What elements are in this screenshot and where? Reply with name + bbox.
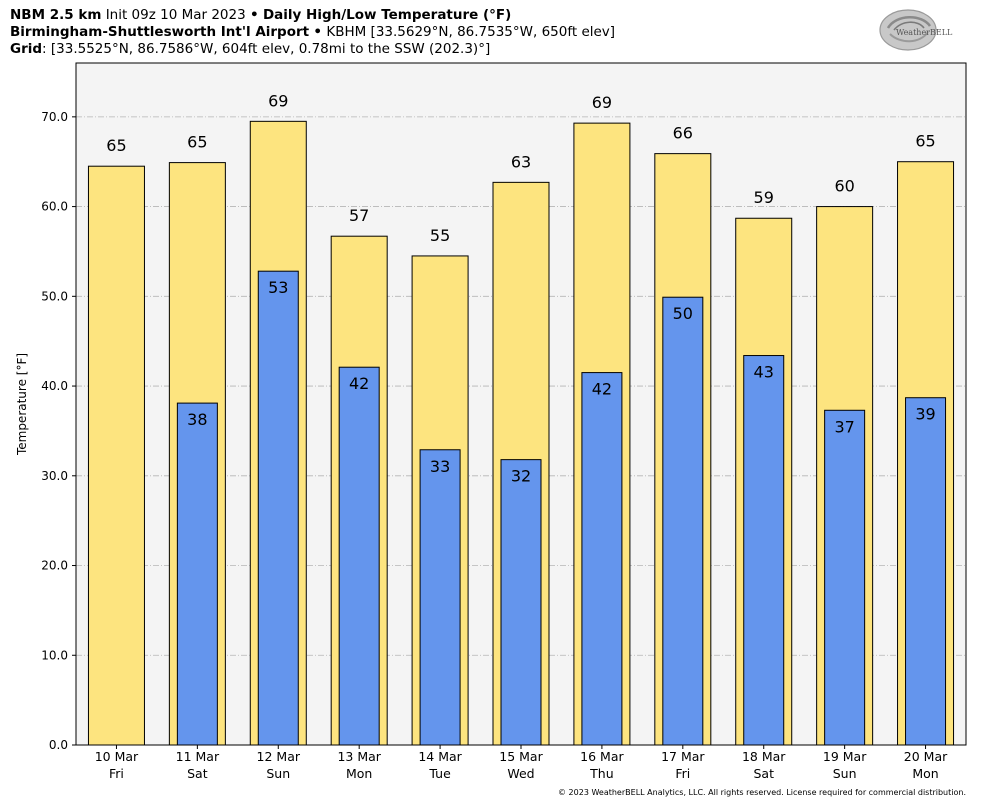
low-temp-bar	[743, 355, 785, 746]
x-tick-day: Sun	[266, 766, 290, 781]
weatherbell-logo-icon: WeatherBELL	[879, 9, 953, 51]
x-tick-date: 10 Mar	[95, 749, 139, 764]
init-time: Init 09z 10 Mar 2023	[105, 7, 246, 23]
y-tick-label: 20.0	[41, 559, 68, 573]
model-name: NBM 2.5 km	[10, 7, 102, 23]
x-tick-date: 17 Mar	[661, 749, 705, 764]
x-tick-date: 12 Mar	[257, 749, 301, 764]
low-temp-bar	[500, 459, 542, 746]
high-temp-label: 65	[915, 132, 935, 151]
x-tick-date: 20 Mar	[904, 749, 948, 764]
bars	[87, 120, 955, 746]
y-tick-label: 40.0	[41, 379, 68, 393]
title-line-2: Birmingham-Shuttlesworth Int'l Airport •…	[10, 24, 615, 41]
high-temp-label: 65	[106, 136, 126, 155]
title-line-3: Grid: [33.5525°N, 86.7586°W, 604ft elev,…	[10, 41, 490, 58]
low-temp-label: 33	[430, 457, 450, 476]
high-temp-label: 60	[834, 177, 854, 196]
copyright-footer: © 2023 WeatherBELL Analytics, LLC. All r…	[558, 788, 966, 797]
y-tick-label: 60.0	[41, 200, 68, 214]
x-tick-date: 13 Mar	[337, 749, 381, 764]
high-temp-bar	[87, 165, 145, 746]
x-tick-day: Wed	[507, 766, 534, 781]
x-tick-date: 14 Mar	[418, 749, 462, 764]
x-tick-date: 11 Mar	[176, 749, 220, 764]
logo-text: WeatherBELL	[896, 28, 953, 37]
low-temp-bar	[419, 449, 461, 746]
low-temp-label: 50	[673, 304, 693, 323]
high-temp-label: 69	[592, 93, 612, 112]
x-tick-day: Mon	[346, 766, 372, 781]
low-temp-label: 43	[754, 363, 774, 382]
high-temp-label: 59	[754, 188, 774, 207]
y-axis: 0.0 10.0 20.0 30.0 40.0 50.0 60.0 70.0	[41, 110, 76, 752]
y-tick-label: 0.0	[49, 738, 68, 752]
x-tick-day: Fri	[109, 766, 124, 781]
x-tick-day: Tue	[428, 766, 451, 781]
low-temp-label: 53	[268, 278, 288, 297]
low-temp-bar	[338, 366, 380, 746]
x-tick-date: 16 Mar	[580, 749, 624, 764]
station-details: KBHM [33.5629°N, 86.7535°W, 650ft elev]	[326, 24, 616, 40]
title-line-1: NBM 2.5 km Init 09z 10 Mar 2023 • Daily …	[10, 7, 511, 24]
low-temp-bar	[824, 409, 866, 746]
x-tick-day: Thu	[589, 766, 613, 781]
low-temp-label: 42	[349, 374, 369, 393]
separator: •	[313, 24, 323, 40]
grid-details: : [33.5525°N, 86.7586°W, 604ft elev, 0.7…	[42, 41, 491, 57]
low-temp-label: 32	[511, 467, 531, 486]
y-tick-label: 30.0	[41, 469, 68, 483]
low-temp-bar	[662, 296, 704, 746]
product-name: Daily High/Low Temperature (°F)	[262, 7, 512, 23]
x-tick-day: Mon	[912, 766, 938, 781]
high-temp-label: 69	[268, 91, 288, 110]
low-temp-bar	[176, 402, 218, 746]
x-tick-day: Sat	[753, 766, 774, 781]
low-temp-bar	[581, 372, 623, 746]
high-temp-label: 55	[430, 226, 450, 245]
low-temp-bar	[905, 397, 947, 746]
low-temp-label: 42	[592, 380, 612, 399]
high-temp-label: 57	[349, 206, 369, 225]
y-tick-label: 70.0	[41, 110, 68, 124]
low-temp-bar	[257, 270, 299, 746]
x-tick-date: 19 Mar	[823, 749, 867, 764]
x-tick-day: Sat	[187, 766, 208, 781]
low-temp-label: 37	[834, 417, 854, 436]
high-temp-label: 65	[187, 133, 207, 152]
data-labels: 65 65 38 69 53 57 42 55 33 63 32 69 42 66 50 59 43 60 37 65…	[106, 91, 935, 485]
grid-label: Grid	[10, 41, 43, 57]
station-name: Birmingham-Shuttlesworth Int'l Airport	[10, 24, 310, 40]
y-axis-label: Temperature [°F]	[15, 353, 29, 456]
x-tick-date: 15 Mar	[499, 749, 543, 764]
low-temp-label: 39	[915, 405, 935, 424]
x-tick-day: Fri	[675, 766, 690, 781]
x-axis: 10 Mar Fri 11 Mar Sat 12 Mar Sun 13 Mar Mon 14 M…	[95, 745, 948, 781]
high-temp-label: 63	[511, 152, 531, 171]
separator: •	[250, 7, 259, 23]
low-temp-label: 38	[187, 410, 207, 429]
x-tick-date: 18 Mar	[742, 749, 786, 764]
y-tick-label: 10.0	[41, 648, 68, 662]
x-tick-day: Sun	[833, 766, 857, 781]
high-temp-label: 66	[673, 124, 693, 143]
y-tick-label: 50.0	[41, 289, 68, 303]
